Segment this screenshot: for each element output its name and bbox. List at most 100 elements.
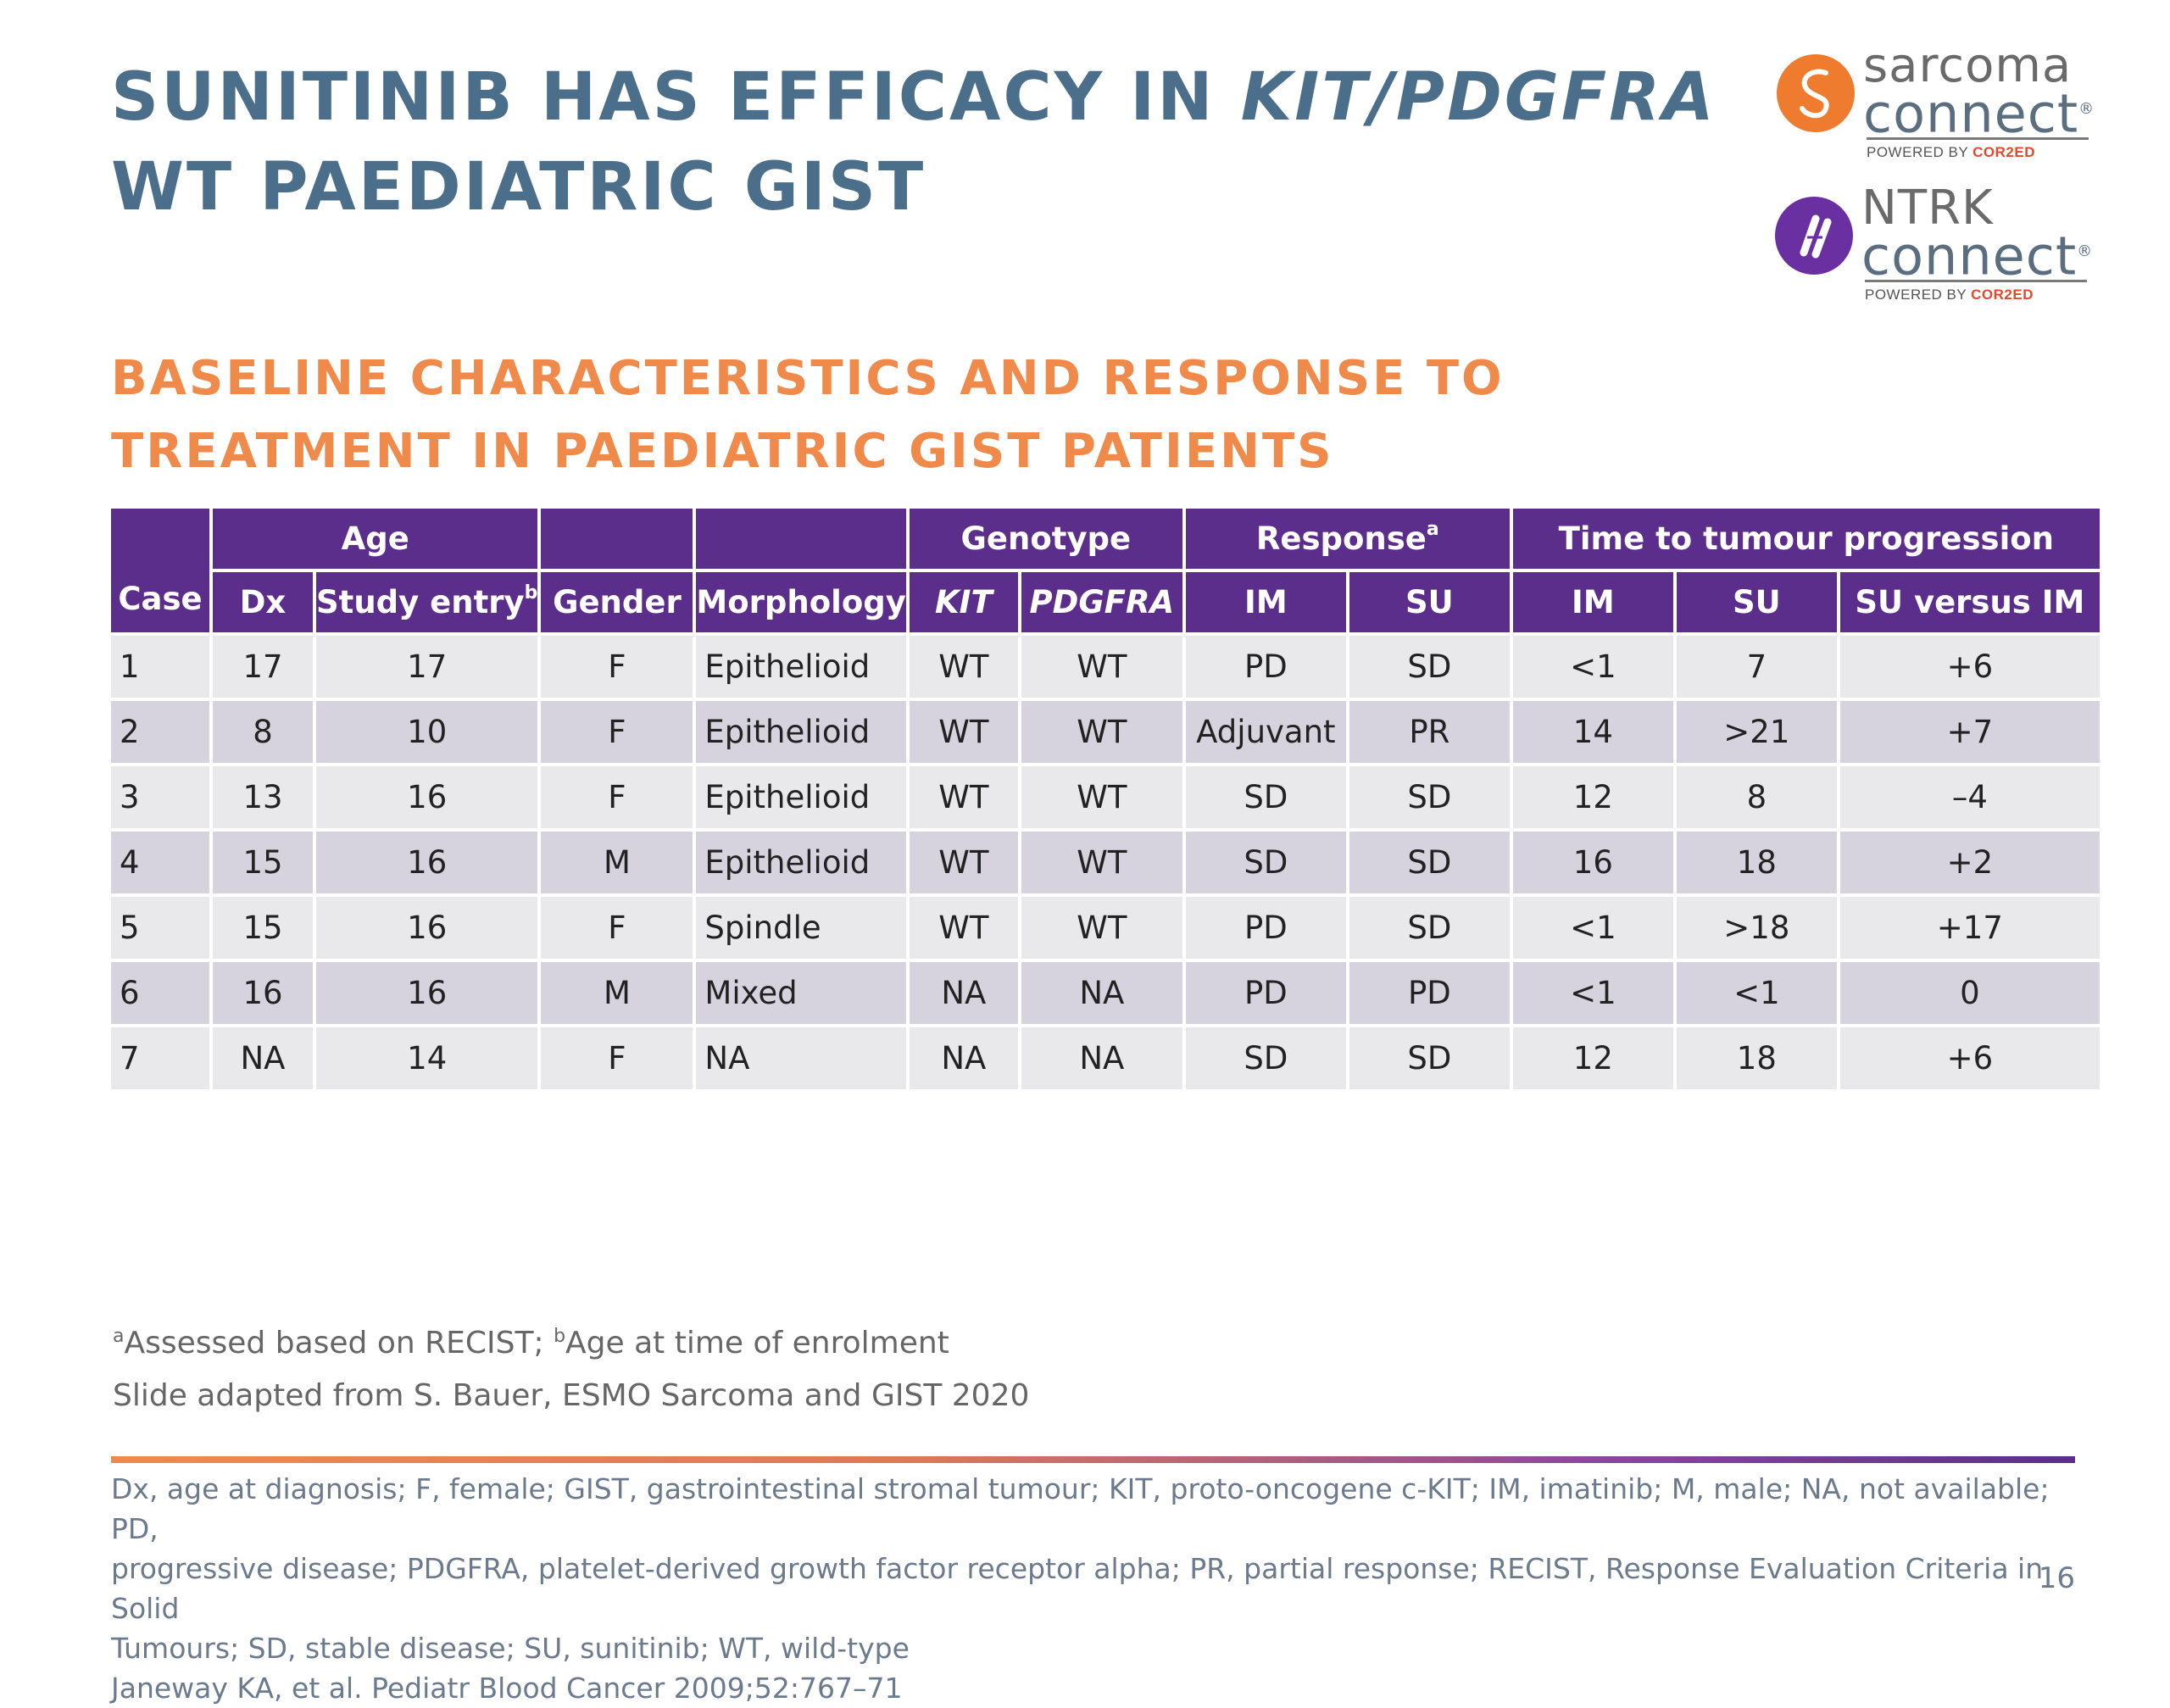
cell-case: 1: [111, 636, 209, 698]
table-body: 1 17 17 F Epithelioid WT WT PD SD <1 7 +6 2 8 10 F Epith…: [111, 636, 2100, 1089]
cell-case: 5: [111, 897, 209, 959]
cell-case: 4: [111, 832, 209, 893]
cell-morphology: Epithelioid: [696, 766, 906, 828]
cell-pdgfra: NA: [1021, 962, 1182, 1024]
cell-gender: F: [541, 636, 693, 698]
cell-morphology: Epithelioid: [696, 701, 906, 763]
title-line-2: WT PAEDIATRIC GIST: [111, 149, 926, 225]
cell-pdgfra: WT: [1021, 636, 1182, 698]
cell-response-su: PD: [1349, 962, 1510, 1024]
cell-dx: 13: [213, 766, 313, 828]
table-heading-line-2: TREATMENT IN PAEDIATRIC GIST PATIENTS: [111, 424, 1334, 479]
cell-response-im: SD: [1185, 766, 1346, 828]
study-entry-label: Study entry: [316, 584, 525, 620]
cell-gender: M: [541, 962, 693, 1024]
table-row: 7 NA 14 F NA NA NA SD SD 12 18 +6: [111, 1027, 2100, 1089]
cell-ttp-im: <1: [1512, 636, 1673, 698]
header-gender: Gender: [541, 572, 693, 632]
table-row: 6 16 16 M Mixed NA NA PD PD <1 <1 0: [111, 962, 2100, 1024]
study-entry-footnote-marker: b: [524, 582, 538, 604]
abbreviations: Dx, age at diagnosis; F, female; GIST, g…: [111, 1469, 2061, 1708]
cell-dx: 15: [213, 832, 313, 893]
cell-ttp-im: 14: [1512, 701, 1673, 763]
logo-divider: [1865, 280, 2087, 282]
powered-by-prefix: POWERED BY: [1865, 287, 1972, 303]
connect-word: connect®: [1863, 81, 2095, 142]
powered-by-prefix: POWERED BY: [1867, 144, 1973, 160]
header-blank: [541, 509, 693, 569]
cell-response-su: SD: [1349, 766, 1510, 828]
header-case: Case: [111, 509, 209, 632]
cell-study-entry: 10: [316, 701, 538, 763]
cell-case: 3: [111, 766, 209, 828]
footnote-b-text: Age at time of enrolment: [565, 1326, 949, 1360]
cell-kit: NA: [909, 962, 1018, 1024]
cell-gender: F: [541, 701, 693, 763]
cell-pdgfra: NA: [1021, 1027, 1182, 1089]
header-response-su: SU: [1349, 572, 1510, 632]
cell-ttp-im: <1: [1512, 962, 1673, 1024]
cell-kit: WT: [909, 832, 1018, 893]
cell-study-entry: 16: [316, 962, 538, 1024]
table-heading: BASELINE CHARACTERISTICS AND RESPONSE TO…: [111, 342, 1722, 488]
cell-pdgfra: WT: [1021, 766, 1182, 828]
header-morphology: Morphology: [696, 572, 906, 632]
cell-ttp-su: 18: [1676, 832, 1837, 893]
cell-gender: F: [541, 1027, 693, 1089]
cell-dx: 16: [213, 962, 313, 1024]
column-header-row: Dx Study entryb Gender Morphology KIT PD…: [111, 572, 2100, 632]
header-time-group: Time to tumour progression: [1512, 509, 2100, 569]
table-row: 2 8 10 F Epithelioid WT WT Adjuvant PR 14 >21 +7: [111, 701, 2100, 763]
cell-kit: WT: [909, 701, 1018, 763]
cell-gender: F: [541, 897, 693, 959]
connect-text: connect: [1863, 82, 2079, 145]
cell-su-versus-im: +17: [1839, 897, 2100, 959]
cell-ttp-su: <1: [1676, 962, 1837, 1024]
cell-ttp-su: >21: [1676, 701, 1837, 763]
ntrk-connect-logo: NTRK connect® POWERED BY COR2ED: [1775, 183, 2093, 309]
header-study-entry: Study entryb: [316, 572, 538, 632]
powered-by: POWERED BY COR2ED: [1867, 144, 2035, 161]
response-footnote-marker: a: [1426, 519, 1439, 540]
cell-ttp-im: 12: [1512, 766, 1673, 828]
header-ttp-su: SU: [1676, 572, 1837, 632]
registered-mark: ®: [2077, 242, 2094, 260]
header-pdgfra: PDGFRA: [1021, 572, 1182, 632]
cell-su-versus-im: +7: [1839, 701, 2100, 763]
cell-response-im: PD: [1185, 962, 1346, 1024]
table-heading-line-1: BASELINE CHARACTERISTICS AND RESPONSE TO: [111, 351, 1505, 406]
header-response-group: Responsea: [1185, 509, 1510, 569]
connect-word: connect®: [1861, 224, 2093, 285]
table-row: 1 17 17 F Epithelioid WT WT PD SD <1 7 +6: [111, 636, 2100, 698]
cell-study-entry: 14: [316, 1027, 538, 1089]
kit-label: KIT: [935, 584, 993, 620]
sarcoma-word: sarcoma: [1863, 38, 2073, 93]
response-label: Response: [1255, 520, 1427, 557]
cell-ttp-im: <1: [1512, 897, 1673, 959]
cell-dx: 8: [213, 701, 313, 763]
cell-case: 7: [111, 1027, 209, 1089]
cell-response-su: PR: [1349, 701, 1510, 763]
cell-morphology: Epithelioid: [696, 636, 906, 698]
cell-response-im: SD: [1185, 832, 1346, 893]
abbreviations-line: progressive disease; PDGFRA, platelet-de…: [111, 1552, 2044, 1625]
cell-morphology: Spindle: [696, 897, 906, 959]
powered-by-brand: COR2ED: [1971, 287, 2034, 303]
powered-by-brand: COR2ED: [1972, 144, 2036, 160]
cell-response-su: SD: [1349, 636, 1510, 698]
cell-dx: 15: [213, 897, 313, 959]
cell-ttp-im: 12: [1512, 1027, 1673, 1089]
cell-response-im: SD: [1185, 1027, 1346, 1089]
page-number: 16: [2038, 1561, 2075, 1595]
cell-su-versus-im: +6: [1839, 636, 2100, 698]
group-header-row: Case Age Genotype Responsea Time to tumo…: [111, 509, 2100, 632]
cell-ttp-su: 7: [1676, 636, 1837, 698]
header-dx: Dx: [213, 572, 313, 632]
cell-dx: 17: [213, 636, 313, 698]
title-text: SUNITINIB HAS EFFICACY IN: [111, 59, 1241, 136]
pdgfra-label: PDGFRA: [1029, 584, 1175, 620]
cell-response-su: SD: [1349, 832, 1510, 893]
header-response-im: IM: [1185, 572, 1346, 632]
header-genotype-group: Genotype: [909, 509, 1182, 569]
registered-mark: ®: [2078, 100, 2095, 118]
